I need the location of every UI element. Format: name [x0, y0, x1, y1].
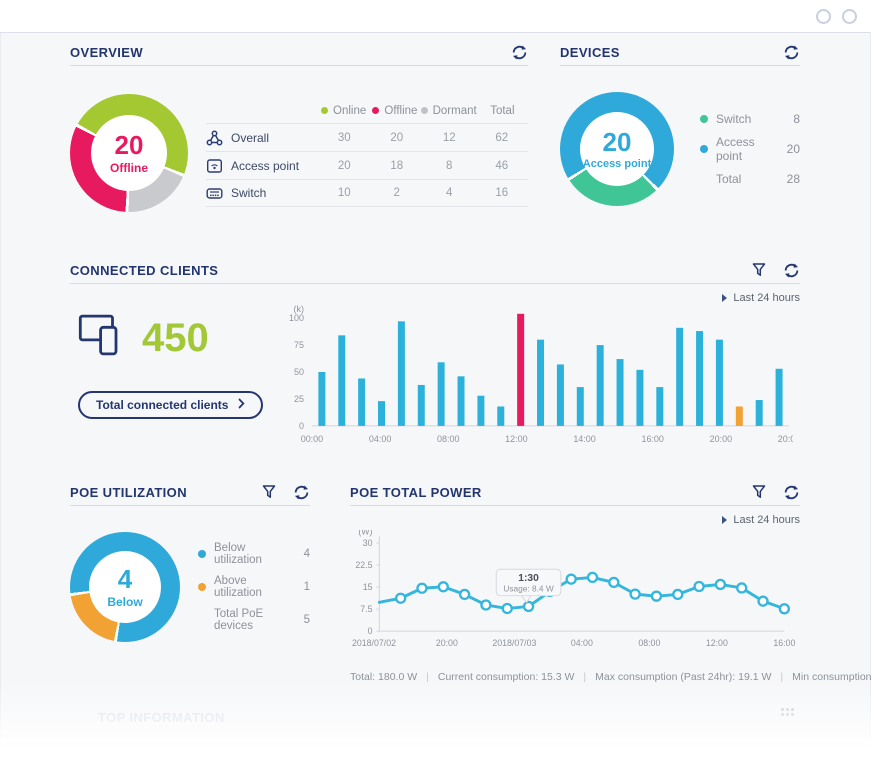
svg-text:2018/07/02: 2018/07/02	[352, 638, 396, 648]
svg-text:16:00: 16:00	[773, 638, 795, 648]
svg-text:7.5: 7.5	[360, 604, 372, 614]
overview-title: OVERVIEW	[70, 45, 144, 60]
connected-clients-bar-chart[interactable]: 0 25 50 75 100(k) 00:00 04:00 08:00 12:00 14:00 16…	[278, 304, 800, 446]
access-point-dot	[700, 145, 708, 153]
poe-power-stats: Total: 180.0 W | Current consumption: 15.…	[350, 671, 871, 683]
table-header-row: Online Offline Dormant Total	[206, 98, 528, 123]
poe-total-power-section: POE TOTAL POWER La	[350, 484, 871, 683]
overview-section: OVERVIEW 20 Offline	[70, 44, 528, 212]
poe-donut-value: 4	[117, 563, 133, 594]
poe-utilization-title: POE UTILIZATION	[70, 485, 187, 500]
refresh-icon[interactable]	[783, 262, 800, 279]
triangle-right-icon	[722, 516, 728, 524]
svg-text:(k): (k)	[293, 304, 303, 314]
svg-text:15: 15	[363, 582, 373, 592]
devices-donut-chart: 20 Access point	[560, 92, 674, 206]
devices-section: DEVICES 20 Access point	[560, 44, 800, 206]
refresh-icon[interactable]	[511, 44, 528, 61]
devices-donut-value: 20	[602, 126, 632, 157]
overview-donut-label: Offline	[110, 160, 148, 175]
drag-handle-dots-icon[interactable]	[781, 708, 795, 717]
poe-utilization-section: POE UTILIZATION	[70, 484, 310, 642]
svg-text:20:00: 20:00	[436, 638, 458, 648]
svg-text:16:00: 16:00	[641, 434, 663, 444]
above-utilization-dot	[198, 583, 206, 591]
svg-text:75: 75	[294, 340, 304, 350]
svg-text:0: 0	[299, 421, 304, 431]
poe-utilization-donut-chart: 4 Below	[70, 532, 180, 642]
poe-total-power-line-chart[interactable]: 0 7.5 15 22.5 30 (W) 2018/07/02 20:00 2018/07/03…	[350, 526, 800, 652]
online-dot	[321, 107, 329, 114]
filter-icon[interactable]	[751, 262, 768, 279]
connected-clients-summary: 450 Total connected clients	[78, 314, 288, 419]
connected-clients-section: CONNECTED CLIENTS	[70, 262, 800, 462]
connected-clients-title: CONNECTED CLIENTS	[70, 263, 219, 278]
total-clients-count: 450	[142, 315, 209, 360]
refresh-icon[interactable]	[783, 484, 800, 501]
svg-text:0: 0	[368, 626, 373, 636]
svg-text:30: 30	[363, 538, 373, 548]
poe-donut-label: Below	[107, 594, 143, 609]
window-control-circle-1[interactable]	[816, 8, 831, 24]
offline-dot	[372, 107, 380, 114]
chevron-right-icon	[238, 398, 246, 412]
filter-icon[interactable]	[751, 484, 768, 501]
refresh-icon[interactable]	[783, 44, 800, 61]
overview-donut-chart: 20 Offline	[70, 94, 188, 212]
switch-icon	[206, 185, 223, 201]
svg-text:04:00: 04:00	[369, 434, 391, 444]
legend-item-total-poe-devices: Total PoE devices 5	[214, 608, 310, 632]
time-range-selector[interactable]: Last 24 hours	[70, 292, 800, 304]
devices-title: DEVICES	[560, 45, 620, 60]
svg-text:1:30: 1:30	[518, 573, 539, 584]
poe-total-power-title: POE TOTAL POWER	[350, 485, 482, 500]
window-control-circle-2[interactable]	[842, 8, 857, 24]
devices-legend: Switch 8 Access point 20 Total 28	[700, 103, 800, 195]
svg-text:08:00: 08:00	[638, 638, 660, 648]
next-section-faded-title: TOP INFORMATION	[98, 710, 225, 725]
time-range-selector[interactable]: Last 24 hours	[350, 514, 800, 526]
svg-text:04:00: 04:00	[571, 638, 593, 648]
dormant-dot	[420, 107, 428, 114]
overall-icon	[206, 130, 223, 146]
svg-text:12:00: 12:00	[706, 638, 728, 648]
legend-item-switch: Switch 8	[700, 112, 800, 126]
svg-text:00:00: 00:00	[301, 434, 323, 444]
bottom-fade-overlay	[0, 682, 871, 770]
svg-text:08:00: 08:00	[437, 434, 459, 444]
svg-text:Usage: 8.4 W: Usage: 8.4 W	[503, 583, 553, 593]
refresh-icon[interactable]	[293, 484, 310, 501]
switch-dot	[700, 115, 708, 123]
svg-text:2018/07/03: 2018/07/03	[492, 638, 536, 648]
svg-text:14:00: 14:00	[573, 434, 595, 444]
triangle-right-icon	[722, 294, 728, 302]
svg-text:22.5: 22.5	[355, 560, 372, 570]
clients-devices-icon	[78, 314, 126, 361]
legend-item-above-utilization: Above utilization 1	[198, 575, 310, 599]
svg-text:50: 50	[294, 367, 304, 377]
table-row-switch: Switch 10 2 4 16	[206, 179, 528, 207]
poe-utilization-legend: Below utilization 4 Above utilization 1 …	[198, 533, 310, 641]
svg-text:20:00: 20:00	[710, 434, 732, 444]
overview-donut-value: 20	[114, 129, 144, 160]
svg-text:100: 100	[289, 313, 304, 323]
access-point-icon	[206, 158, 223, 174]
filter-icon[interactable]	[261, 484, 278, 501]
overview-status-table: Online Offline Dormant Total Overall 30 …	[206, 98, 528, 207]
legend-item-total: Total 28	[716, 172, 800, 186]
total-connected-clients-button[interactable]: Total connected clients	[78, 391, 264, 419]
table-row-overall: Overall 30 20 12 62	[206, 123, 528, 151]
legend-item-access-point: Access point 20	[700, 135, 800, 163]
legend-item-below-utilization: Below utilization 4	[198, 542, 310, 566]
svg-text:25: 25	[294, 394, 304, 404]
devices-donut-label: Access point	[582, 157, 652, 170]
svg-text:20:00: 20:00	[778, 434, 793, 444]
svg-text:12:00: 12:00	[505, 434, 527, 444]
svg-text:(W): (W)	[358, 530, 372, 536]
top-bar	[0, 0, 871, 33]
table-row-access-point: Access point 20 18 8 46	[206, 151, 528, 179]
below-utilization-dot	[198, 550, 206, 558]
